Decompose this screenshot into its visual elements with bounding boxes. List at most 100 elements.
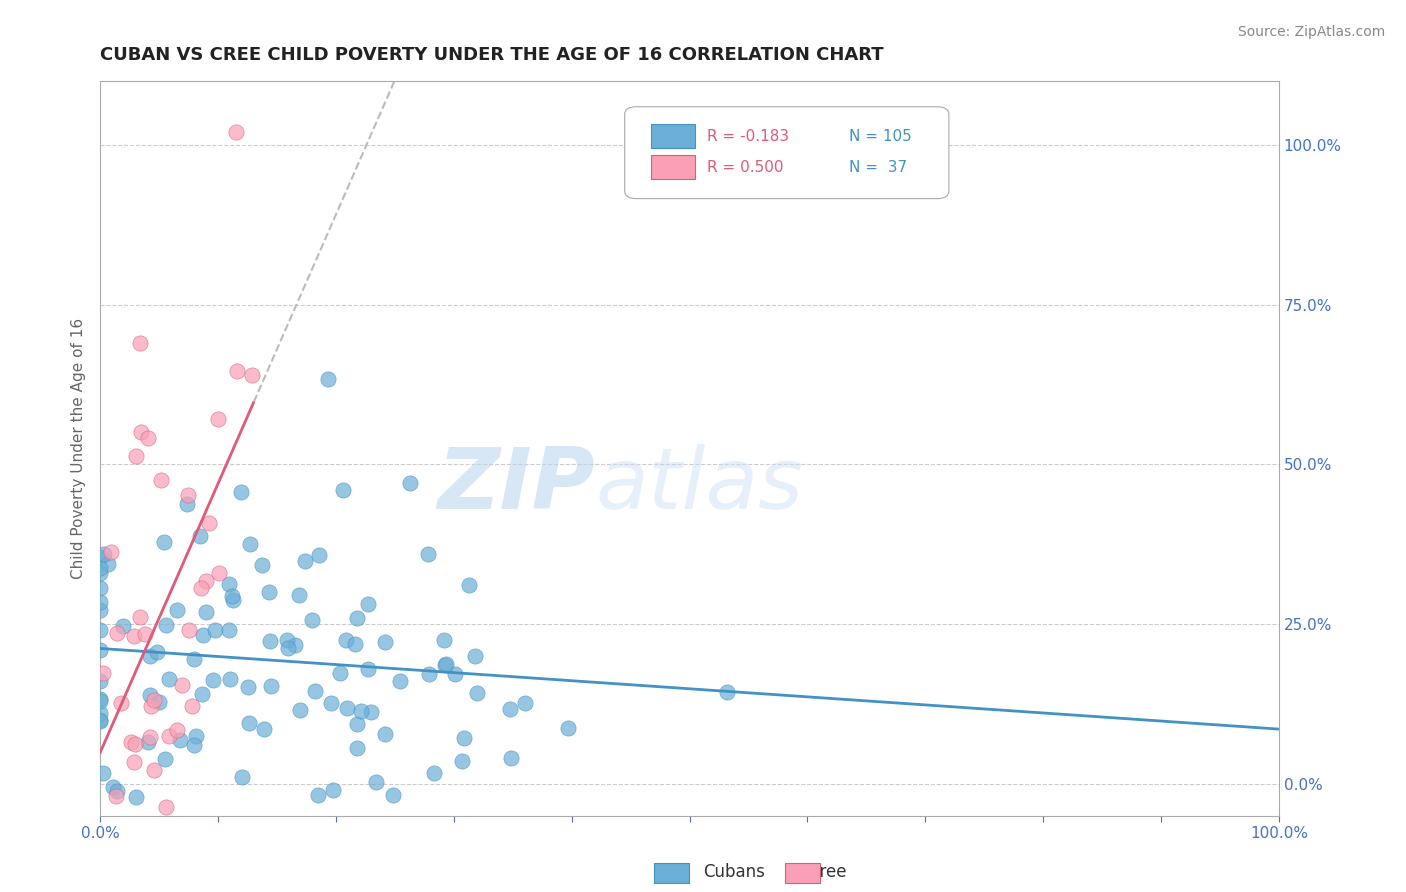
Point	[301, 614, 323, 628]
Point	[89, 623, 111, 637]
FancyBboxPatch shape	[624, 107, 949, 199]
Point	[134, 626, 156, 640]
Point	[207, 411, 229, 425]
Point	[277, 640, 299, 655]
Point	[136, 431, 159, 445]
FancyBboxPatch shape	[651, 124, 696, 148]
Text: R = -0.183: R = -0.183	[707, 128, 789, 144]
Point	[276, 632, 298, 647]
Point	[124, 738, 146, 752]
Point	[204, 624, 226, 638]
Point	[191, 628, 214, 642]
Point	[105, 789, 128, 803]
Point	[218, 623, 240, 637]
Point	[374, 727, 396, 741]
Point	[202, 673, 225, 688]
Point	[418, 667, 440, 681]
Point	[208, 566, 231, 580]
Point	[225, 364, 247, 378]
Point	[89, 692, 111, 706]
Point	[218, 577, 240, 591]
Point	[139, 648, 162, 663]
Point	[450, 754, 472, 768]
Point	[319, 696, 342, 710]
Point	[89, 674, 111, 689]
Point	[157, 729, 180, 743]
Point	[112, 619, 135, 633]
Point	[307, 789, 329, 803]
Point	[139, 698, 162, 713]
Point	[91, 828, 114, 842]
Point	[89, 595, 111, 609]
Point	[423, 765, 446, 780]
Point	[142, 763, 165, 777]
Point	[458, 578, 481, 592]
Point	[122, 629, 145, 643]
Point	[418, 547, 440, 561]
Point	[177, 488, 200, 502]
Point	[433, 657, 456, 672]
Text: CUBAN VS CREE CHILD POVERTY UNDER THE AGE OF 16 CORRELATION CHART: CUBAN VS CREE CHILD POVERTY UNDER THE AG…	[100, 46, 884, 64]
Point	[195, 574, 218, 588]
Point	[125, 449, 148, 463]
Text: N =  37: N = 37	[849, 160, 907, 175]
Point	[89, 561, 111, 575]
Point	[172, 678, 194, 692]
Point	[344, 637, 367, 651]
Point	[128, 336, 150, 351]
Point	[350, 704, 373, 718]
Point	[499, 702, 522, 716]
Point	[146, 645, 169, 659]
Point	[231, 770, 253, 784]
Point	[89, 566, 111, 580]
Point	[464, 649, 486, 664]
Point	[190, 687, 212, 701]
Point	[188, 529, 211, 543]
Y-axis label: Child Poverty Under the Age of 16: Child Poverty Under the Age of 16	[72, 318, 86, 579]
Point	[89, 714, 111, 728]
Text: R = 0.500: R = 0.500	[707, 160, 783, 175]
Text: N = 105: N = 105	[849, 128, 911, 144]
Point	[388, 673, 411, 688]
Point	[89, 706, 111, 721]
Point	[155, 617, 177, 632]
Point	[176, 497, 198, 511]
Text: ZIP: ZIP	[437, 443, 595, 526]
Point	[357, 598, 380, 612]
FancyBboxPatch shape	[651, 155, 696, 178]
Point	[240, 368, 263, 382]
Point	[148, 695, 170, 709]
Point	[366, 774, 388, 789]
Text: Source: ZipAtlas.com: Source: ZipAtlas.com	[1237, 25, 1385, 39]
Point	[93, 547, 115, 561]
Point	[360, 705, 382, 719]
Point	[499, 751, 522, 765]
Point	[335, 633, 357, 648]
Point	[253, 723, 276, 737]
Point	[89, 828, 111, 842]
Point	[453, 731, 475, 746]
Point	[122, 755, 145, 769]
Point	[105, 625, 128, 640]
Point	[166, 723, 188, 737]
Point	[194, 605, 217, 619]
Point	[433, 633, 456, 648]
Point	[288, 589, 311, 603]
Point	[89, 713, 111, 727]
Point	[346, 717, 368, 731]
Point	[155, 752, 177, 766]
Point	[107, 828, 129, 842]
Point	[346, 611, 368, 625]
Point	[257, 585, 280, 599]
Point	[184, 729, 207, 743]
Point	[436, 657, 458, 672]
Point	[221, 589, 243, 603]
Point	[89, 550, 111, 565]
Point	[89, 642, 111, 657]
Point	[374, 635, 396, 649]
Point	[139, 689, 162, 703]
Point	[89, 582, 111, 596]
Point	[129, 425, 152, 439]
Point	[169, 732, 191, 747]
Point	[304, 684, 326, 698]
